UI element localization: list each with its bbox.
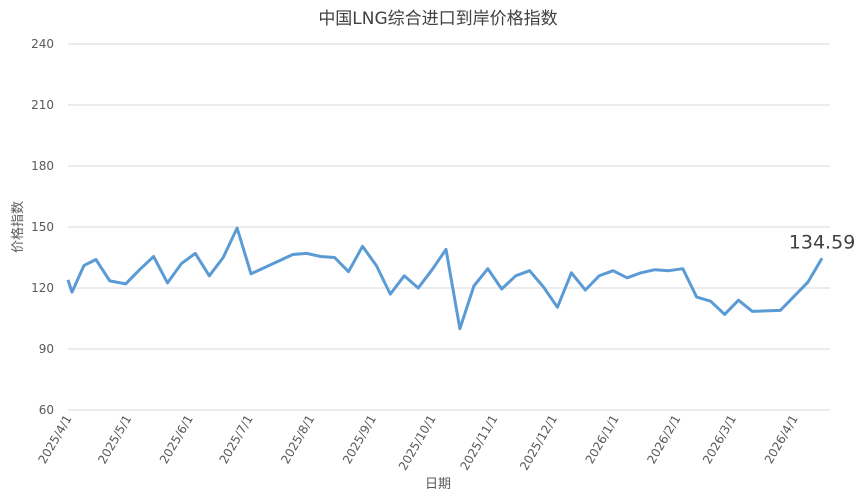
data-line [66, 226, 824, 331]
x-tick-label: 2025/9/1 [340, 413, 379, 467]
x-tick-label: 2025/12/1 [517, 413, 560, 473]
x-tick-label: 2025/11/1 [457, 413, 500, 473]
x-tick-label: 2025/7/1 [217, 413, 256, 467]
y-tick-label: 240 [31, 37, 54, 51]
x-axis-label: 日期 [425, 477, 451, 492]
data-label: 134.59 [789, 231, 855, 253]
x-tick-label: 2025/5/1 [95, 413, 134, 467]
y-tick-label: 120 [31, 281, 54, 295]
y-tick-label: 180 [31, 159, 54, 173]
y-tick-label: 210 [31, 98, 54, 112]
y-tick-label: 90 [39, 342, 54, 356]
x-tick-label: 2026/4/1 [762, 413, 801, 467]
x-tick-label: 2025/8/1 [278, 413, 317, 467]
x-tick-label: 2026/2/1 [644, 413, 683, 467]
x-tick-label: 2026/1/1 [583, 413, 622, 467]
y-tick-label: 150 [31, 220, 54, 234]
x-tick-label: 2026/3/1 [700, 413, 739, 467]
chart-title: 中国LNG综合进口到岸价格指数 [318, 9, 557, 29]
y-tick-label: 60 [39, 403, 54, 417]
y-axis-label: 价格指数 [10, 201, 26, 253]
x-tick-label: 2025/6/1 [157, 413, 196, 467]
x-tick-label: 2025/10/1 [396, 413, 439, 473]
x-tick-label: 2025/4/1 [36, 413, 75, 467]
